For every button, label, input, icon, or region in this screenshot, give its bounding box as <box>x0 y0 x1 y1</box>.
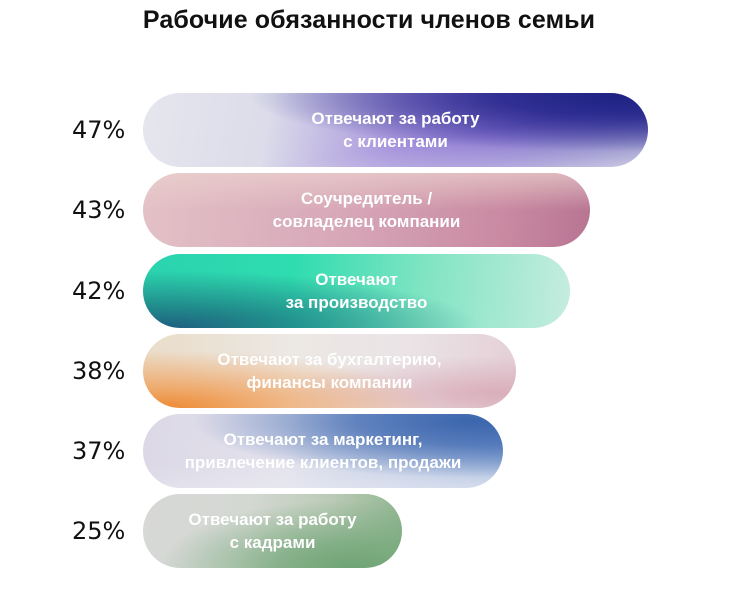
percent-label: 43% <box>72 196 126 224</box>
bar-clients: Отвечают за работу с клиентами <box>143 93 648 167</box>
bar-cofounder: Соучредитель / совладелец компании <box>143 173 590 247</box>
bar-hr: Отвечают за работу с кадрами <box>143 494 402 568</box>
percent-label: 38% <box>72 357 126 385</box>
bar-row: 42% Отвечают за производство <box>0 254 738 328</box>
bar-row: 38% Отвечают за бухгалтерию, финансы ком… <box>0 334 738 408</box>
bar-row: 43% Соучредитель / совладелец компании <box>0 173 738 247</box>
bar-label: Отвечают за работу с кадрами <box>188 510 357 552</box>
percent-label: 42% <box>72 277 126 305</box>
percent-label: 25% <box>72 517 126 545</box>
bar-row: 25% Отвечают за работу с кадрами <box>0 494 738 568</box>
bar-label: Отвечают за производство <box>285 270 428 312</box>
bar-label: Отвечают за бухгалтерию, финансы компани… <box>217 350 442 392</box>
bar-label: Отвечают за маркетинг, привлечение клиен… <box>184 430 462 472</box>
bar-label: Соучредитель / совладелец компании <box>272 189 461 231</box>
chart-title: Рабочие обязанности членов семьи <box>142 6 596 34</box>
bar-accounting: Отвечают за бухгалтерию, финансы компани… <box>143 334 516 408</box>
percent-label: 37% <box>72 437 126 465</box>
bar-label: Отвечают за работу с клиентами <box>311 109 480 151</box>
bar-production: Отвечают за производство <box>143 254 570 328</box>
bar-row: 47% Отвечают за работу с клиентами <box>0 93 738 167</box>
bar-marketing: Отвечают за маркетинг, привлечение клиен… <box>143 414 503 488</box>
percent-label: 47% <box>72 116 126 144</box>
bar-row: 37% Отвечают за маркетинг, привлечение к… <box>0 414 738 488</box>
